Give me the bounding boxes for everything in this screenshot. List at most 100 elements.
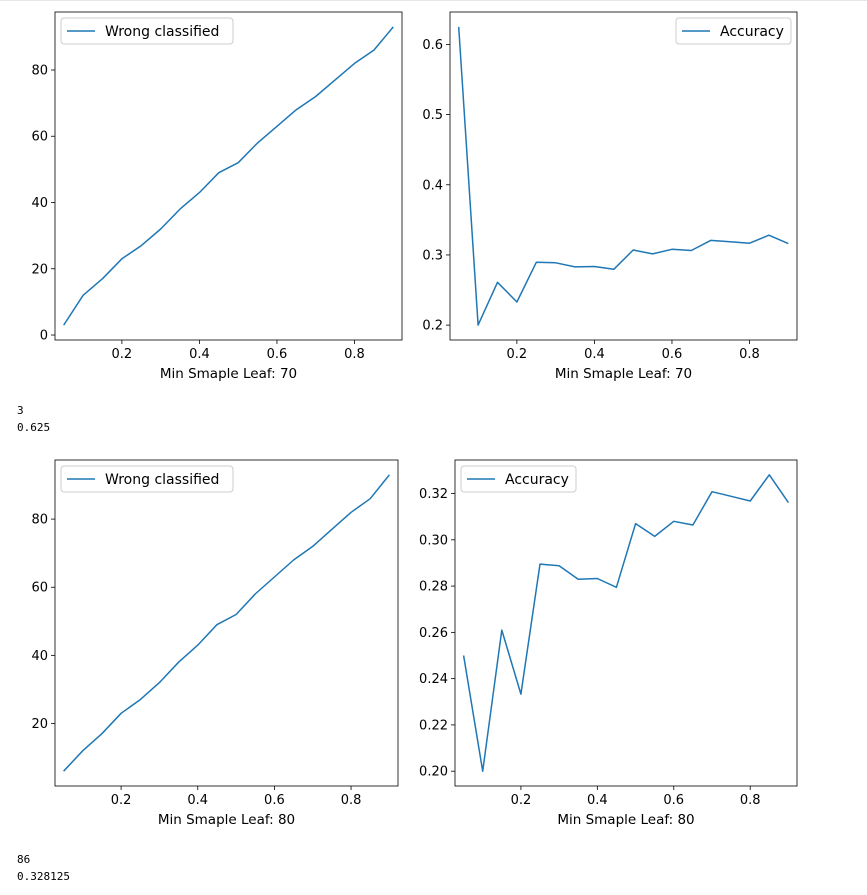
data-point [653, 535, 656, 538]
data-point [196, 644, 199, 647]
y-tick-label: 0.2 [422, 319, 443, 334]
data-point [596, 577, 599, 580]
legend: Accuracy [675, 17, 792, 45]
y-tick-label: 0.5 [422, 108, 443, 123]
data-point [140, 244, 143, 247]
data-point [558, 564, 561, 567]
x-tick-label: 0.6 [662, 347, 683, 362]
x-axis-label: Min Smaple Leaf: 80 [158, 812, 295, 828]
x-tick-label: 0.8 [341, 793, 362, 808]
data-point [388, 473, 391, 476]
legend: Accuracy [460, 465, 577, 493]
data-point [177, 661, 180, 664]
y-tick-label: 80 [31, 513, 48, 528]
data-point [82, 294, 85, 297]
data-point [729, 240, 732, 243]
data-point [634, 522, 637, 525]
y-tick-label: 40 [31, 196, 48, 211]
data-point [500, 629, 503, 632]
y-tick-label: 0 [40, 329, 48, 344]
data-point [577, 578, 580, 581]
legend: Wrong classified [60, 17, 234, 45]
y-tick-label: 60 [31, 581, 48, 596]
x-axis-label: Min Smaple Leaf: 80 [557, 812, 694, 828]
data-point [672, 520, 675, 523]
y-tick-label: 0.20 [419, 765, 448, 780]
data-point [369, 497, 372, 500]
x-tick-label: 0.4 [187, 793, 208, 808]
y-tick-label: 0.6 [422, 38, 443, 53]
data-point [254, 592, 257, 595]
x-tick-label: 0.4 [189, 347, 210, 362]
cell-output-2: 86 0.328125 [17, 851, 70, 885]
series-line [63, 474, 390, 772]
data-point [515, 300, 518, 303]
data-point [295, 108, 298, 111]
output-line: 86 [17, 853, 31, 866]
data-point [593, 265, 596, 268]
x-tick-label: 0.2 [112, 347, 133, 362]
axes-frame [454, 459, 798, 787]
y-tick-label: 0.4 [422, 178, 443, 193]
legend-label: Wrong classified [105, 472, 219, 488]
data-point [353, 62, 356, 65]
cell-divider [0, 0, 867, 1]
y-tick-label: 20 [31, 717, 48, 732]
y-tick-label: 80 [31, 63, 48, 78]
axes-frame [54, 11, 403, 341]
data-point [392, 25, 395, 28]
data-point [709, 239, 712, 242]
y-tick-label: 0.30 [419, 533, 448, 548]
data-point [496, 281, 499, 284]
legend-box [460, 465, 577, 493]
subplot-4: 0.2 0.4 0.6 0.8 0.20 0.22 0.24 0.26 0.28 0.30 0.32… [419, 459, 798, 828]
data-point [749, 499, 752, 502]
data-point [710, 490, 713, 493]
y-tick-label: 0.26 [419, 626, 448, 641]
data-point [158, 681, 161, 684]
data-point [275, 125, 278, 128]
x-tick-label: 0.8 [344, 347, 365, 362]
data-point [615, 586, 618, 589]
data-point [612, 268, 615, 271]
legend: Wrong classified [60, 465, 234, 493]
x-tick-label: 0.2 [511, 793, 532, 808]
data-point [690, 249, 693, 252]
data-point [350, 511, 353, 514]
data-point [139, 698, 142, 701]
data-point [198, 191, 201, 194]
x-tick-label: 0.8 [740, 793, 761, 808]
data-point [535, 261, 538, 264]
data-point [632, 248, 635, 251]
legend-label: Accuracy [505, 472, 569, 488]
data-point [237, 161, 240, 164]
y-tick-label: 0.28 [419, 580, 448, 595]
data-point [670, 248, 673, 251]
data-point [573, 265, 576, 268]
data-point [235, 613, 238, 616]
y-tick-label: 20 [31, 262, 48, 277]
data-point [81, 749, 84, 752]
legend-box [60, 17, 234, 45]
y-tick-label: 0.32 [419, 487, 448, 502]
legend-box [675, 17, 792, 45]
data-point [62, 324, 65, 327]
x-tick-label: 0.6 [663, 793, 684, 808]
data-point [767, 234, 770, 237]
data-point [787, 501, 790, 504]
data-point [273, 575, 276, 578]
data-point [256, 141, 259, 144]
series-line [457, 26, 789, 326]
data-point [787, 242, 790, 245]
subplot-3: 0.2 0.4 0.6 0.8 20 40 60 80 Min Smaple Leaf: 80 W… [31, 459, 399, 828]
data-point [330, 528, 333, 531]
series-line [462, 474, 790, 772]
data-point [334, 78, 337, 81]
data-point [311, 545, 314, 548]
data-point [462, 654, 465, 657]
data-point [372, 49, 375, 52]
subplot-2: 0.2 0.4 0.6 0.8 0.2 0.3 0.4 0.5 0.6 Min Smaple Le… [422, 11, 798, 382]
axes-frame [54, 459, 399, 787]
data-point [217, 171, 220, 174]
